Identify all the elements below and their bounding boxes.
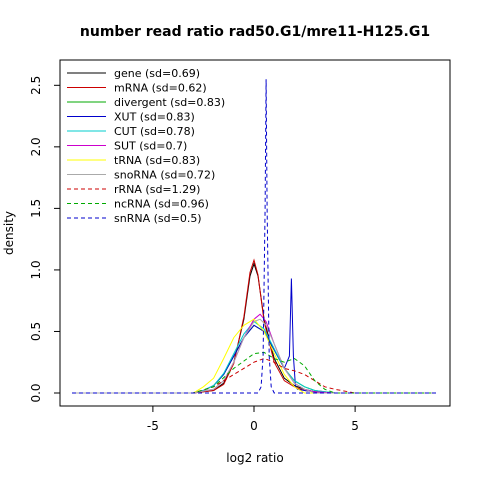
series-line-1 — [72, 258, 436, 394]
series-line-0 — [72, 262, 436, 394]
y-tick-label: 2.5 — [29, 76, 43, 95]
legend-label-9: ncRNA (sd=0.96) — [114, 198, 209, 211]
x-tick-label: -5 — [147, 419, 159, 433]
legend-label-6: tRNA (sd=0.83) — [114, 154, 200, 167]
legend-label-8: rRNA (sd=1.29) — [114, 183, 200, 196]
legend-label-5: SUT (sd=0.7) — [114, 140, 187, 153]
legend-label-2: divergent (sd=0.83) — [114, 96, 225, 109]
series-line-2 — [72, 324, 436, 394]
series-line-8 — [72, 357, 436, 394]
chart-title: number read ratio rad50.G1/mre11-H125.G1 — [80, 24, 430, 40]
plot-frame — [59, 59, 451, 407]
series-line-6 — [72, 318, 436, 394]
x-tick-label: 5 — [351, 419, 359, 433]
series-line-10 — [72, 79, 436, 394]
series-layer — [72, 79, 436, 394]
legend-label-0: gene (sd=0.69) — [114, 67, 200, 80]
legend-label-7: snoRNA (sd=0.72) — [114, 169, 215, 182]
y-tick-label: 1.0 — [29, 260, 43, 279]
legend-label-1: mRNA (sd=0.62) — [114, 82, 207, 95]
x-tick-label: 0 — [250, 419, 258, 433]
series-line-7 — [72, 318, 436, 394]
y-tick-label: 1.5 — [29, 199, 43, 218]
y-axis-label: density — [2, 211, 16, 255]
legend-label-4: CUT (sd=0.78) — [114, 125, 195, 138]
legend: gene (sd=0.69) mRNA (sd=0.62)divergent (s… — [67, 67, 225, 225]
y-axis: 0.0 0.5 1.0 1.5 2.0 2.5 — [29, 76, 60, 403]
legend-label-3: XUT (sd=0.83) — [114, 111, 195, 124]
legend-label-10: snRNA (sd=0.5) — [114, 212, 202, 225]
series-line-9 — [72, 351, 436, 394]
x-axis: -5 0 5 — [147, 406, 359, 433]
x-axis-label: log2 ratio — [226, 451, 283, 465]
y-tick-label: 0.5 — [29, 322, 43, 341]
series-line-4 — [72, 320, 436, 394]
y-tick-label: 0.0 — [29, 383, 43, 402]
series-line-3 — [72, 278, 436, 394]
y-tick-label: 2.0 — [29, 137, 43, 156]
